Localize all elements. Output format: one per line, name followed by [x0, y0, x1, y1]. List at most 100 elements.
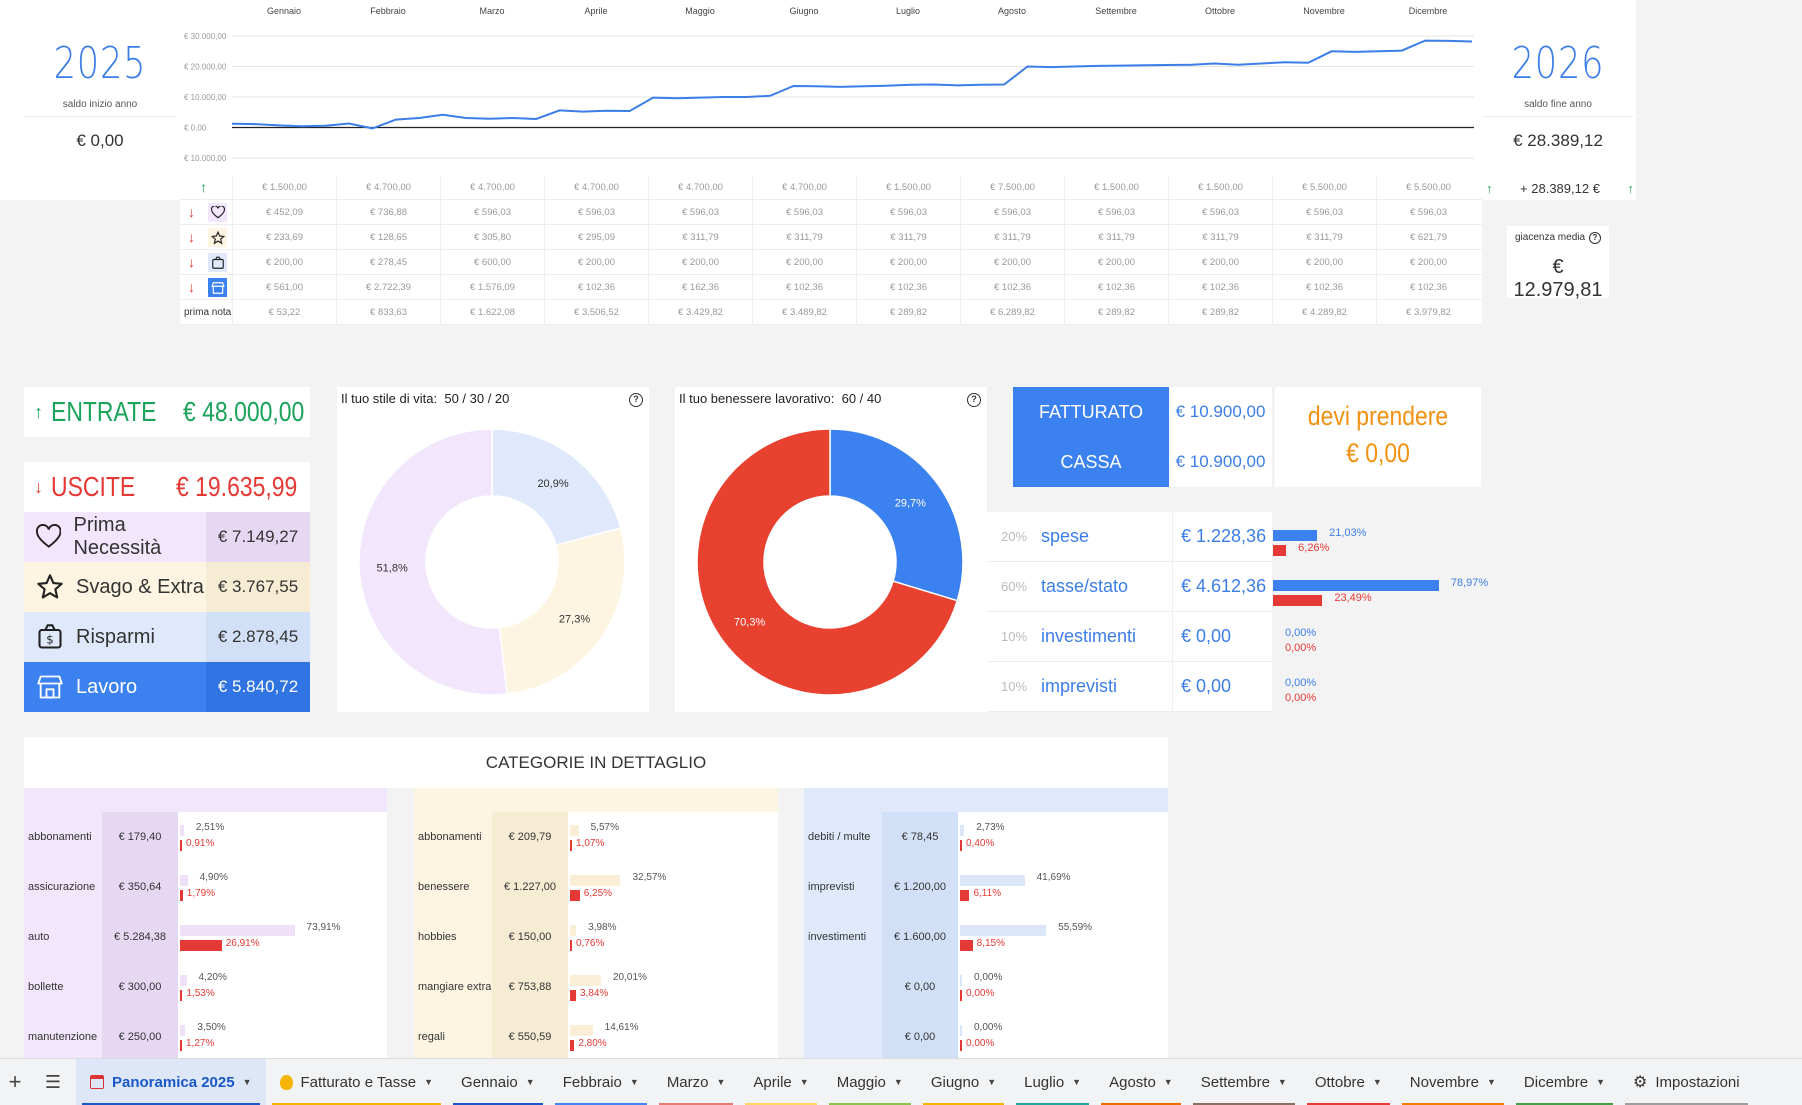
- help-icon[interactable]: ?: [967, 393, 981, 407]
- monthly-cell[interactable]: € 200,00: [752, 250, 856, 275]
- monthly-cell[interactable]: € 621,79: [1376, 225, 1480, 250]
- monthly-cell[interactable]: € 596,03: [544, 200, 648, 225]
- monthly-cell[interactable]: € 5.500,00: [1376, 175, 1480, 200]
- sheet-tab[interactable]: Dicembre ▼: [1510, 1059, 1619, 1105]
- sheet-tab[interactable]: Ottobre ▼: [1301, 1059, 1396, 1105]
- monthly-cell[interactable]: € 3.489,82: [752, 300, 856, 325]
- monthly-cell[interactable]: € 200,00: [1064, 250, 1168, 275]
- chevron-down-icon[interactable]: ▼: [1596, 1077, 1606, 1087]
- donut-slice[interactable]: [696, 428, 959, 696]
- monthly-cell[interactable]: € 4.700,00: [752, 175, 856, 200]
- monthly-cell[interactable]: € 4.700,00: [544, 175, 648, 200]
- sheet-tab[interactable]: Settembre ▼: [1187, 1059, 1301, 1105]
- monthly-cell[interactable]: € 53,22: [232, 300, 336, 325]
- sheet-tab[interactable]: Marzo ▼: [653, 1059, 740, 1105]
- monthly-cell[interactable]: € 1.622,08: [440, 300, 544, 325]
- category-row[interactable]: abbonamenti € 209,79 5,57% 1,07%: [414, 812, 777, 862]
- monthly-cell[interactable]: € 452,09: [232, 200, 336, 225]
- sheet-tab[interactable]: Gennaio ▼: [447, 1059, 549, 1105]
- monthly-cell[interactable]: € 305,80: [440, 225, 544, 250]
- chevron-down-icon[interactable]: ▼: [716, 1077, 726, 1087]
- monthly-cell[interactable]: € 102,36: [856, 275, 960, 300]
- monthly-cell[interactable]: € 2.722,39: [336, 275, 440, 300]
- donut-slice[interactable]: [829, 428, 964, 602]
- monthly-cell[interactable]: € 311,79: [856, 225, 960, 250]
- monthly-cell[interactable]: € 596,03: [752, 200, 856, 225]
- monthly-cell[interactable]: € 200,00: [232, 250, 336, 275]
- category-row[interactable]: manutenzione € 250,00 3,50% 1,27%: [24, 1012, 387, 1062]
- chevron-down-icon[interactable]: ▼: [525, 1077, 535, 1087]
- help-icon[interactable]: ?: [1589, 232, 1601, 244]
- donut-slice[interactable]: [491, 428, 622, 547]
- monthly-cell[interactable]: € 102,36: [1272, 275, 1376, 300]
- monthly-cell[interactable]: € 289,82: [1064, 300, 1168, 325]
- sheet-tab[interactable]: Novembre ▼: [1396, 1059, 1510, 1105]
- monthly-cell[interactable]: € 200,00: [1272, 250, 1376, 275]
- monthly-cell[interactable]: € 596,03: [1064, 200, 1168, 225]
- monthly-cell[interactable]: € 5.500,00: [1272, 175, 1376, 200]
- sheet-tab[interactable]: Febbraio ▼: [549, 1059, 653, 1105]
- donut-slice[interactable]: [498, 527, 626, 695]
- monthly-cell[interactable]: € 600,00: [440, 250, 544, 275]
- monthly-cell[interactable]: € 102,36: [960, 275, 1064, 300]
- monthly-cell[interactable]: € 4.700,00: [440, 175, 544, 200]
- monthly-cell[interactable]: € 311,79: [1168, 225, 1272, 250]
- chevron-down-icon[interactable]: ▼: [987, 1077, 997, 1087]
- monthly-cell[interactable]: € 1.500,00: [1168, 175, 1272, 200]
- monthly-cell[interactable]: € 200,00: [648, 250, 752, 275]
- sheet-tab[interactable]: Fatturato e Tasse ▼: [266, 1059, 448, 1105]
- monthly-cell[interactable]: € 1.500,00: [232, 175, 336, 200]
- monthly-cell[interactable]: € 4.700,00: [648, 175, 752, 200]
- chevron-down-icon[interactable]: ▼: [1487, 1077, 1496, 1087]
- donut-slice[interactable]: [358, 428, 508, 696]
- category-row[interactable]: debiti / multe € 78,45 2,73% 0,40%: [804, 812, 1167, 862]
- monthly-cell[interactable]: € 128,65: [336, 225, 440, 250]
- chevron-down-icon[interactable]: ▼: [1372, 1077, 1382, 1087]
- monthly-cell[interactable]: € 311,79: [1064, 225, 1168, 250]
- sheet-tab[interactable]: Panoramica 2025 ▼: [76, 1058, 266, 1105]
- all-sheets-menu-icon[interactable]: ☰: [44, 1071, 62, 1092]
- category-row[interactable]: assicurazione € 350,64 4,90% 1,79%: [24, 862, 387, 912]
- category-row[interactable]: € 0,00 0,00% 0,00%: [804, 962, 1167, 1012]
- monthly-cell[interactable]: € 311,79: [960, 225, 1064, 250]
- category-row[interactable]: auto € 5.284,38 73,91% 26,91%: [24, 912, 387, 962]
- chevron-down-icon[interactable]: ▼: [799, 1077, 809, 1087]
- monthly-cell[interactable]: € 596,03: [960, 200, 1064, 225]
- monthly-cell[interactable]: € 200,00: [1168, 250, 1272, 275]
- monthly-cell[interactable]: € 295,09: [544, 225, 648, 250]
- monthly-cell[interactable]: € 3.979,82: [1376, 300, 1480, 325]
- monthly-cell[interactable]: € 233,69: [232, 225, 336, 250]
- monthly-cell[interactable]: € 736,88: [336, 200, 440, 225]
- category-row[interactable]: abbonamenti € 179,40 2,51% 0,91%: [24, 812, 387, 862]
- category-row[interactable]: regali € 550,59 14,61% 2,80%: [414, 1012, 777, 1062]
- monthly-cell[interactable]: € 596,03: [856, 200, 960, 225]
- chevron-down-icon[interactable]: ▼: [424, 1077, 434, 1087]
- chevron-down-icon[interactable]: ▼: [1163, 1077, 1173, 1087]
- monthly-cell[interactable]: € 596,03: [648, 200, 752, 225]
- category-row[interactable]: investimenti € 1.600,00 55,59% 8,15%: [804, 912, 1167, 962]
- chevron-down-icon[interactable]: ▼: [242, 1077, 252, 1087]
- monthly-cell[interactable]: € 311,79: [648, 225, 752, 250]
- monthly-cell[interactable]: € 596,03: [1272, 200, 1376, 225]
- monthly-cell[interactable]: € 596,03: [1168, 200, 1272, 225]
- add-sheet-button[interactable]: +: [8, 1069, 22, 1094]
- category-row[interactable]: benessere € 1.227,00 32,57% 6,25%: [414, 862, 777, 912]
- monthly-cell[interactable]: € 3.506,52: [544, 300, 648, 325]
- monthly-cell[interactable]: € 596,03: [1376, 200, 1480, 225]
- category-row[interactable]: € 0,00 0,00% 0,00%: [804, 1012, 1167, 1062]
- monthly-cell[interactable]: € 833,63: [336, 300, 440, 325]
- monthly-cell[interactable]: € 561,00: [232, 275, 336, 300]
- sheet-tab[interactable]: Maggio ▼: [823, 1059, 917, 1105]
- monthly-cell[interactable]: € 102,36: [1376, 275, 1480, 300]
- monthly-cell[interactable]: € 162,36: [648, 275, 752, 300]
- monthly-cell[interactable]: € 4.700,00: [336, 175, 440, 200]
- monthly-cell[interactable]: € 200,00: [960, 250, 1064, 275]
- chevron-down-icon[interactable]: ▼: [1277, 1077, 1287, 1087]
- monthly-cell[interactable]: € 200,00: [544, 250, 648, 275]
- category-row[interactable]: hobbies € 150,00 3,98% 0,76%: [414, 912, 777, 962]
- help-icon[interactable]: ?: [629, 393, 643, 407]
- chevron-down-icon[interactable]: ▼: [893, 1077, 903, 1087]
- monthly-cell[interactable]: € 4.289,82: [1272, 300, 1376, 325]
- sheet-tab[interactable]: Agosto ▼: [1095, 1059, 1187, 1105]
- sheet-tab[interactable]: Giugno ▼: [917, 1059, 1010, 1105]
